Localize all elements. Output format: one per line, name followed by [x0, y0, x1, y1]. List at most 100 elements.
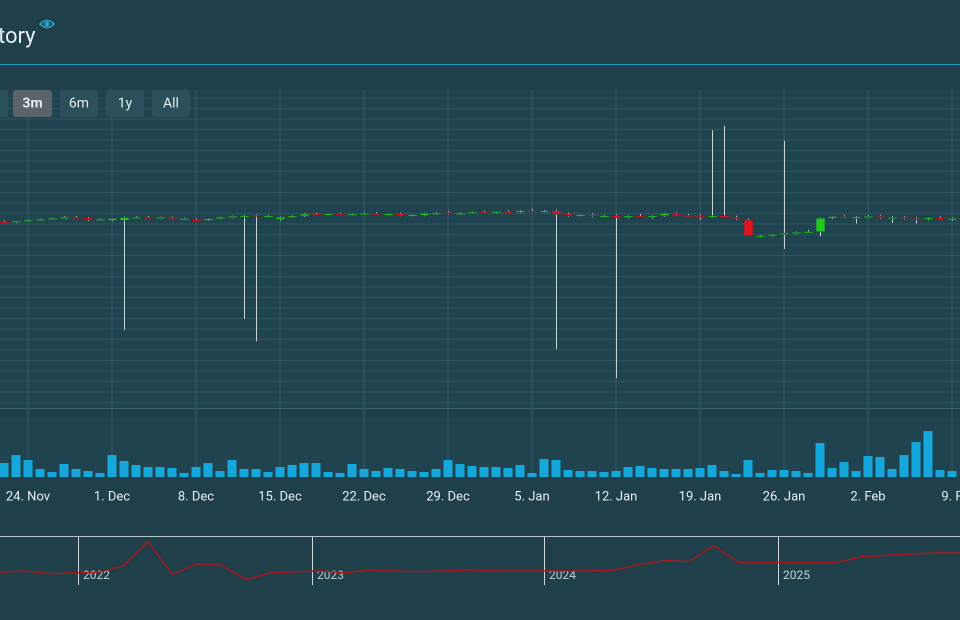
range-button-label[interactable]: 1y	[118, 96, 133, 112]
candle-body	[287, 215, 298, 218]
candle-body	[947, 218, 958, 221]
volume-bar	[947, 471, 957, 477]
candle-body	[899, 216, 910, 219]
volume-bar	[179, 473, 189, 477]
candle-body	[131, 216, 142, 219]
candle-body	[0, 221, 10, 224]
eye-icon[interactable]	[38, 19, 56, 29]
volume-bar	[779, 470, 789, 477]
candle-body	[719, 215, 730, 218]
volume-bar	[491, 467, 501, 477]
volume-bar	[59, 464, 69, 477]
range-button[interactable]	[0, 90, 8, 117]
volume-bar	[647, 468, 657, 477]
volume-bar	[755, 473, 765, 477]
volume-bar	[215, 471, 225, 477]
volume-bar	[71, 469, 81, 477]
candle-body	[239, 215, 250, 218]
x-tick-label: 12. Jan	[595, 489, 638, 504]
candle-body	[83, 217, 94, 220]
volume-bar	[863, 456, 873, 477]
volume-bar	[563, 470, 573, 477]
volume-bar	[119, 461, 129, 477]
range-button[interactable]	[13, 90, 52, 117]
volume-bar	[443, 460, 453, 477]
candle-body	[503, 211, 514, 214]
range-button[interactable]	[152, 90, 190, 117]
volume-bar	[275, 467, 285, 477]
candle-body	[191, 219, 202, 222]
volume-bar	[767, 470, 777, 477]
range-button[interactable]	[106, 90, 144, 117]
volume-bar	[239, 469, 249, 477]
candle-body	[623, 215, 634, 218]
candle-body	[35, 218, 46, 221]
candle-body	[335, 213, 346, 216]
volume-bar	[671, 469, 681, 477]
volume-bar	[23, 460, 33, 477]
volume-bar	[743, 460, 753, 477]
volume-bar	[479, 467, 489, 477]
x-tick-label: 24. Nov	[6, 489, 51, 504]
candle-body	[707, 215, 718, 218]
candle-body	[167, 216, 178, 220]
candle-body	[731, 216, 742, 219]
volume-bar	[263, 472, 273, 477]
range-button-label[interactable]: 3m	[22, 96, 42, 112]
candle-body	[767, 234, 778, 237]
volume-bar	[191, 467, 201, 477]
volume-bar	[875, 457, 885, 477]
candle-body	[863, 215, 874, 218]
candle-body	[59, 216, 70, 219]
candle-body	[419, 213, 430, 216]
x-tick-label: 26. Jan	[763, 489, 806, 504]
candle-body	[347, 213, 358, 216]
volume-bar	[335, 473, 345, 477]
volume-bar	[503, 468, 513, 477]
candle-body	[431, 212, 442, 215]
volume-bar	[467, 466, 477, 477]
volume-bar	[131, 465, 141, 477]
candle-body	[659, 213, 670, 216]
x-tick-label: 8. Dec	[178, 489, 214, 504]
volume-bar	[227, 460, 237, 477]
range-button-label[interactable]: All	[163, 96, 179, 112]
volume-bar	[395, 469, 405, 477]
candle-body	[215, 216, 226, 220]
volume-bar	[803, 473, 813, 477]
candle-body	[479, 211, 490, 214]
x-tick-label: 29. Dec	[426, 489, 470, 504]
volume-bar	[707, 465, 717, 477]
candle-body	[395, 213, 406, 216]
range-buttons: 3m 6m 1y All	[13, 90, 190, 117]
volume-bar	[419, 472, 429, 477]
volume-bar	[791, 471, 801, 477]
candle-body	[491, 211, 502, 214]
volume-bar	[11, 455, 21, 477]
candle-body	[683, 215, 694, 218]
candle-body	[887, 216, 898, 219]
candle-body	[827, 216, 838, 219]
range-button[interactable]	[60, 90, 98, 117]
candle-body	[227, 215, 238, 218]
candle-body	[539, 210, 550, 213]
volume-bar	[575, 471, 585, 477]
candle-body	[611, 215, 622, 218]
volume-bar	[539, 459, 549, 477]
volume-bar	[587, 471, 597, 477]
x-tick-label: 9. F	[941, 489, 960, 504]
volume-bar	[911, 442, 921, 477]
range-button-label[interactable]: 6m	[69, 96, 89, 112]
volume-bar	[251, 469, 261, 477]
x-tick-label: 15. Dec	[258, 489, 302, 504]
candle-body	[47, 217, 58, 220]
candle-body	[527, 210, 538, 213]
volume-bar	[407, 471, 417, 477]
candle-body	[839, 216, 850, 219]
volume-bar	[599, 472, 609, 477]
volume-bar	[47, 472, 57, 477]
candle-body	[551, 210, 562, 215]
volume-bar	[815, 443, 825, 477]
